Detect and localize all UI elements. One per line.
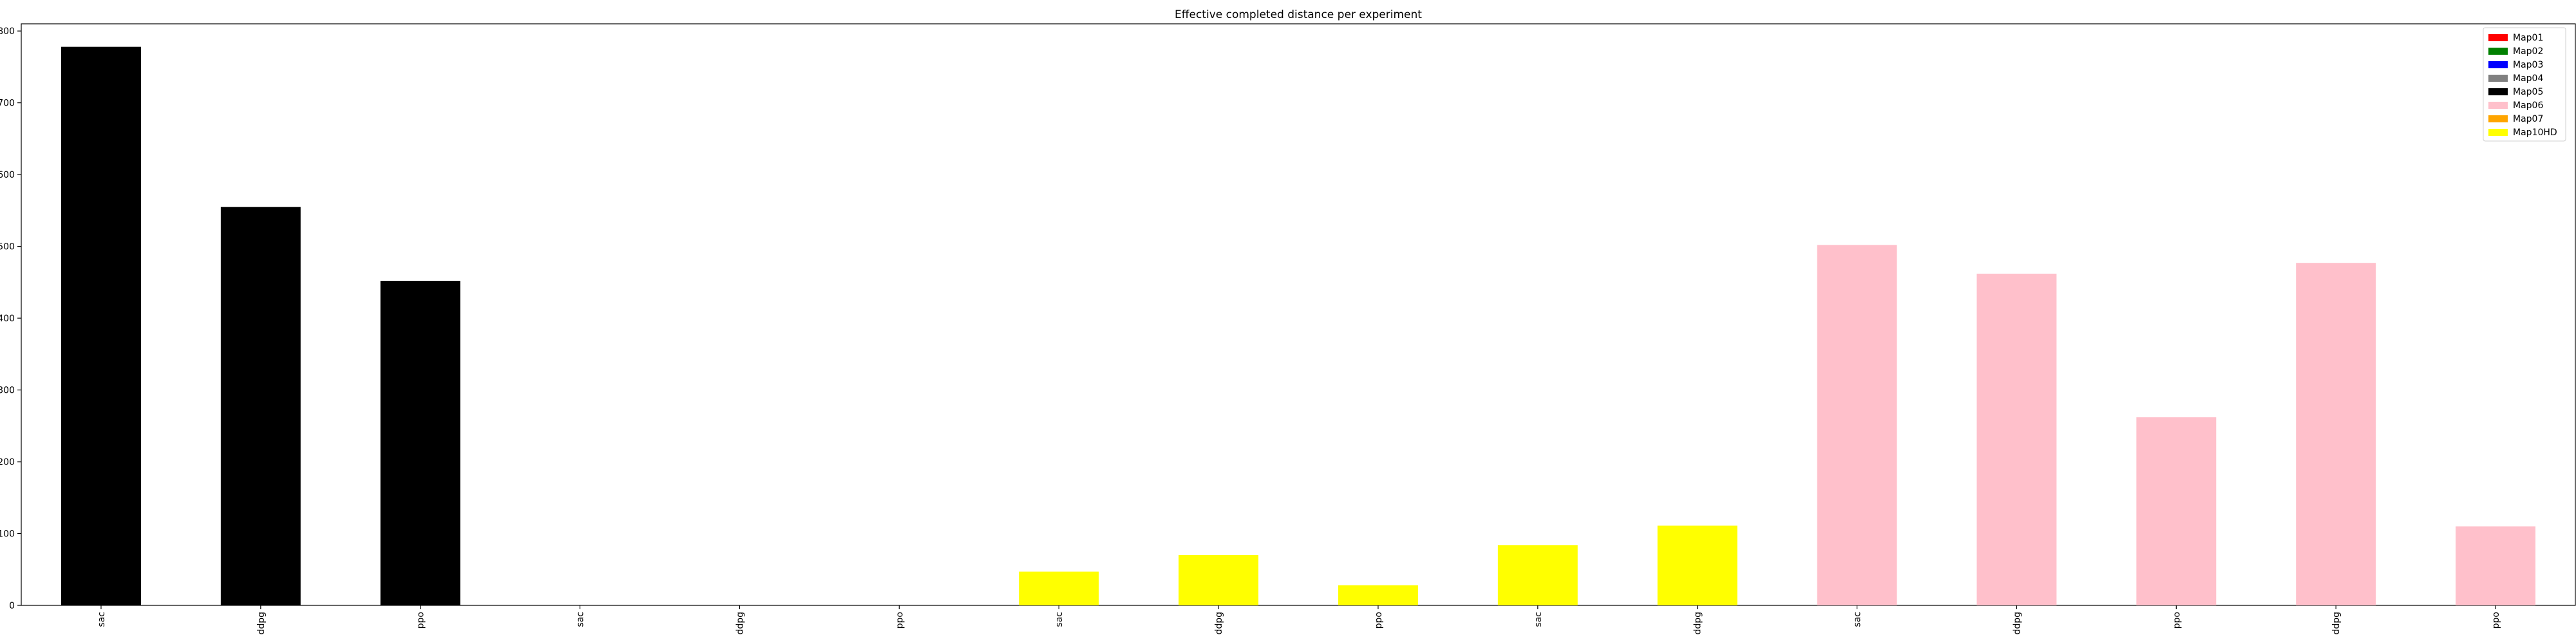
y-tick-label: 500 <box>0 242 15 252</box>
x-tick-label: ddpg <box>2331 612 2342 635</box>
bar <box>61 46 141 605</box>
bar <box>220 207 301 605</box>
legend-swatch <box>2488 115 2508 122</box>
legend-swatch <box>2488 34 2508 41</box>
bar <box>380 281 460 605</box>
x-tick-label: ppo <box>416 612 426 629</box>
x-tick-label: ppo <box>1374 612 1384 629</box>
legend-swatch <box>2488 75 2508 82</box>
legend-label: Map06 <box>2513 100 2543 111</box>
legend-swatch <box>2488 88 2508 95</box>
x-tick-label: sac <box>1853 612 1863 627</box>
legend-swatch <box>2488 102 2508 109</box>
x-tick-label: ppo <box>895 612 905 629</box>
x-tick-label: ppo <box>2172 612 2182 629</box>
bar <box>1179 554 1259 605</box>
y-tick-label: 100 <box>0 529 15 540</box>
x-tick-label: ddpg <box>1693 612 1703 635</box>
x-tick-label: ddpg <box>256 612 267 635</box>
y-tick-label: 600 <box>0 170 15 180</box>
bar <box>1338 585 1418 605</box>
bar <box>1019 571 1099 605</box>
legend-swatch <box>2488 61 2508 68</box>
y-axis: 0 100 200 300 400 500 600 700 800 <box>0 26 21 611</box>
bar <box>1657 526 1738 605</box>
bar <box>2456 526 2536 605</box>
legend-label: Map10HD <box>2513 128 2557 138</box>
legend-frame <box>2483 27 2566 142</box>
legend-swatch <box>2488 48 2508 55</box>
y-tick-label: 700 <box>0 99 15 109</box>
y-tick-label: 300 <box>0 386 15 396</box>
legend-swatch <box>2488 129 2508 136</box>
legend-label: Map07 <box>2513 114 2543 124</box>
bar <box>2296 263 2376 605</box>
legend-label: Map03 <box>2513 60 2543 70</box>
legend-label: Map05 <box>2513 87 2543 97</box>
x-tick-label: ddpg <box>1214 612 1224 635</box>
x-tick-label: ppo <box>2491 612 2501 629</box>
y-tick-label: 800 <box>0 26 15 37</box>
bar <box>1497 545 1578 605</box>
legend-label: Map01 <box>2513 33 2543 43</box>
bar <box>1817 245 1897 605</box>
y-tick-label: 400 <box>0 314 15 324</box>
legend-label: Map04 <box>2513 73 2543 84</box>
y-tick-label: 0 <box>9 601 15 611</box>
x-tick-label: ddpg <box>735 612 745 635</box>
x-tick-label: sac <box>97 612 107 627</box>
plot-area-frame <box>21 23 2576 606</box>
x-axis: sac ddpg ppo sac ddpg ppo sac ddpg ppo sac ddpg sac… <box>97 605 2501 635</box>
x-tick-label: sac <box>576 612 586 627</box>
x-tick-label: sac <box>1054 612 1065 627</box>
x-tick-label: sac <box>1533 612 1544 627</box>
legend: Map01 Map02 Map03 Map04 Map05 Map06 Map07 Map10… <box>2483 27 2566 142</box>
bar <box>1976 273 2057 605</box>
y-tick-label: 200 <box>0 457 15 468</box>
chart-title: Effective completed distance per experim… <box>1175 8 1422 21</box>
x-tick-label: ddpg <box>2012 612 2022 635</box>
bar <box>2136 417 2217 605</box>
legend-label: Map02 <box>2513 46 2543 57</box>
bars <box>61 46 2536 605</box>
